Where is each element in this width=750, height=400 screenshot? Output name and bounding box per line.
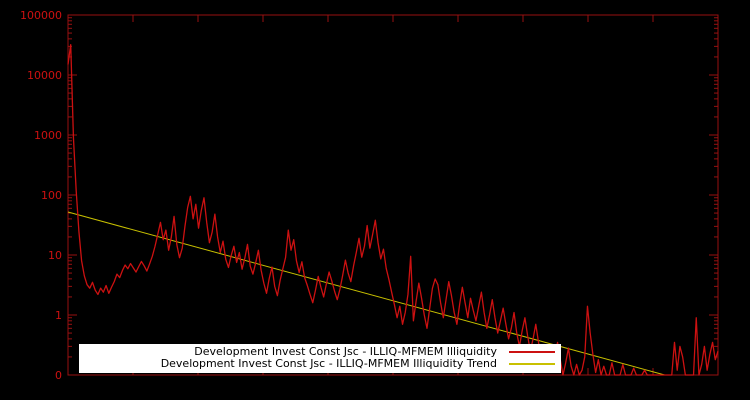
legend-row-trend: Development Invest Const Jsc - ILLIQ-MFM…: [85, 358, 555, 370]
y-tick-label: 100000: [20, 9, 62, 22]
legend-row-illiquidity: Development Invest Const Jsc - ILLIQ-MFM…: [85, 346, 555, 358]
y-tick-label: 100: [41, 189, 62, 202]
plot-border: [67, 14, 719, 376]
y-tick-label: 1: [55, 309, 62, 322]
legend-line-sample-trend: [509, 363, 555, 365]
chart-legend: Development Invest Const Jsc - ILLIQ-MFM…: [79, 344, 561, 373]
legend-label-illiquidity: Development Invest Const Jsc - ILLIQ-MFM…: [194, 345, 497, 358]
illiquidity-line: [67, 44, 719, 376]
y-tick-label: 10000: [27, 69, 62, 82]
y-tick-label: 1000: [34, 129, 62, 142]
y-tick-label: 10: [48, 249, 62, 262]
y-tick-label: 0: [55, 369, 62, 382]
legend-label-trend: Development Invest Const Jsc - ILLIQ-MFM…: [160, 357, 497, 370]
legend-line-sample-illiquidity: [509, 351, 555, 353]
